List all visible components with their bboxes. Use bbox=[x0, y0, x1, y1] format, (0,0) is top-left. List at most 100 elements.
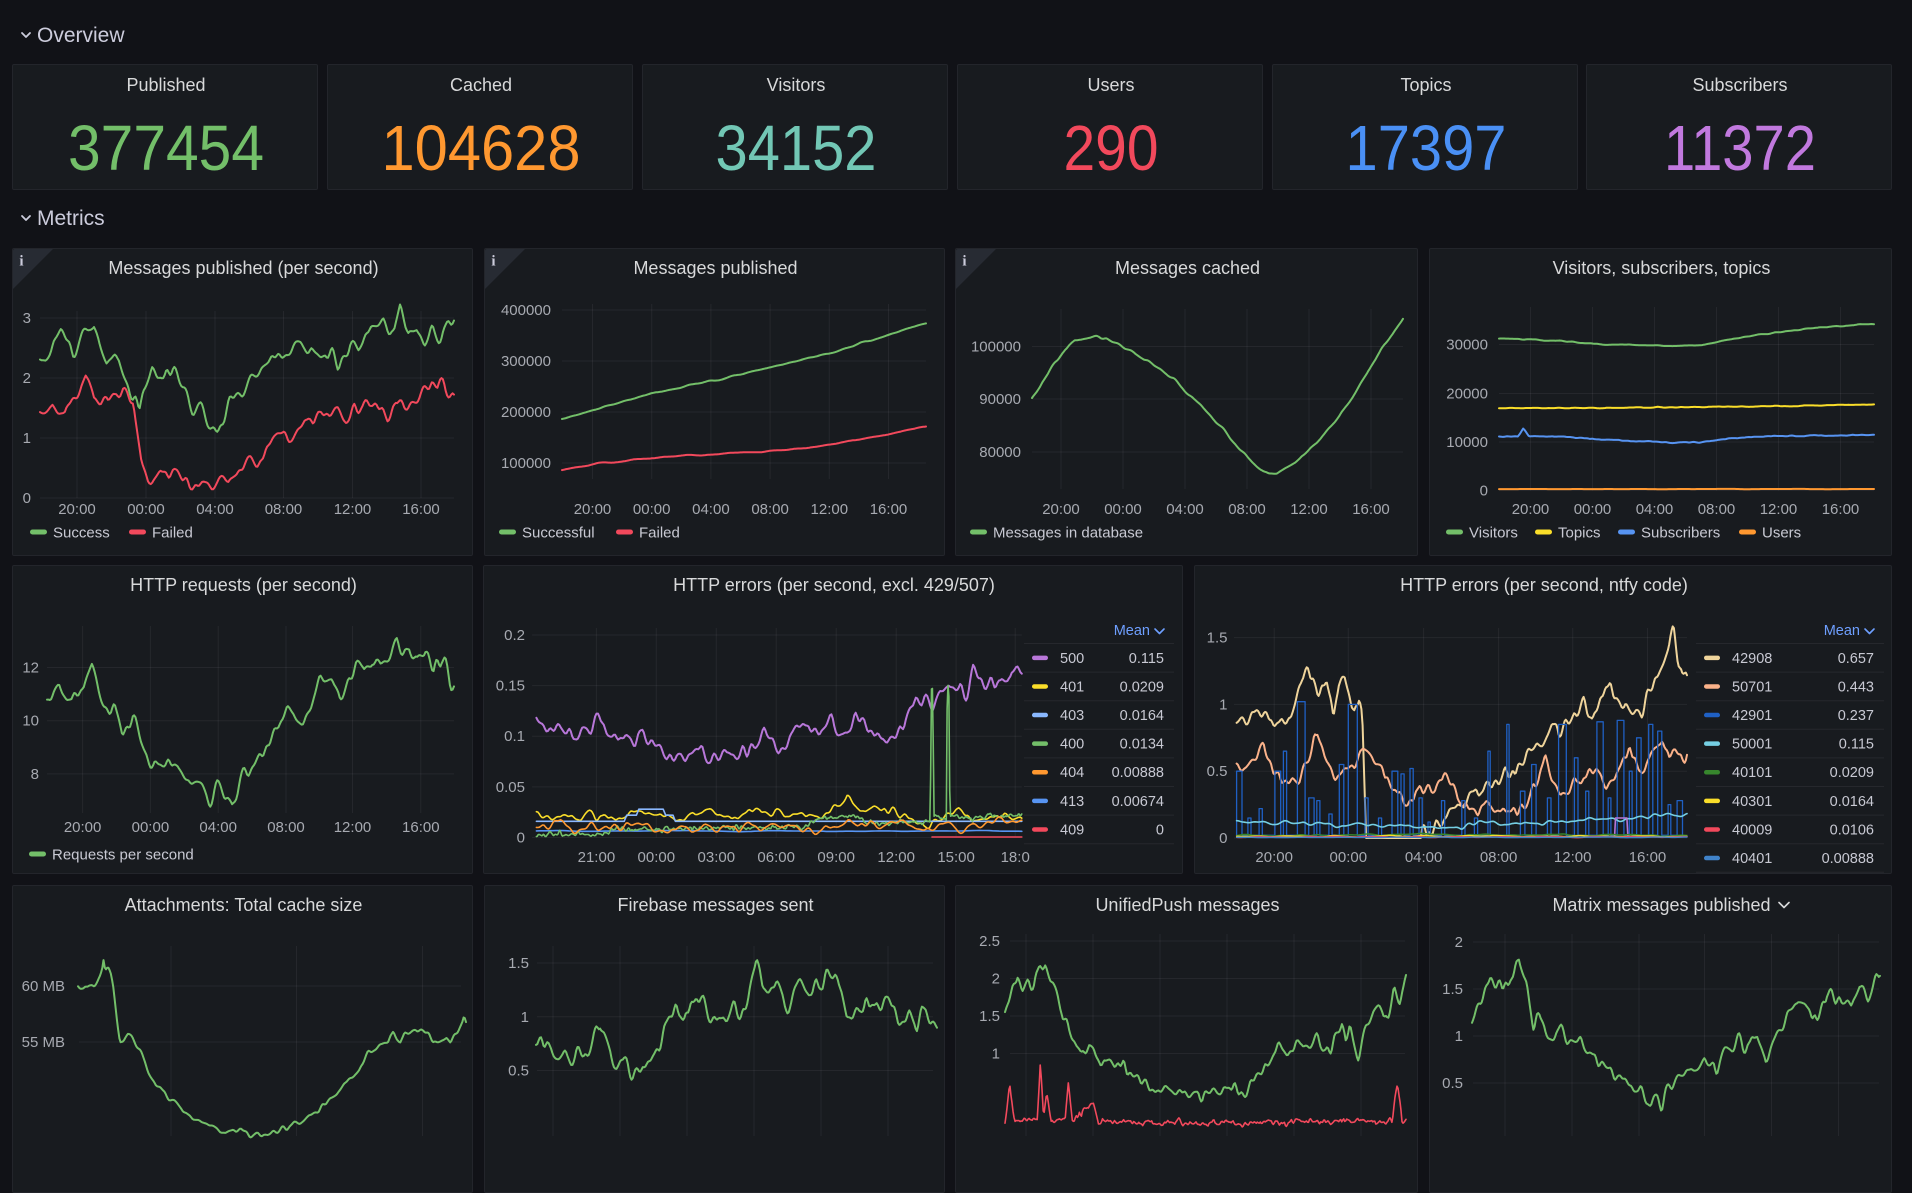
svg-text:HTTP errors (per second, excl.: HTTP errors (per second, excl. 429/507) bbox=[673, 575, 995, 595]
svg-text:80000: 80000 bbox=[979, 444, 1021, 461]
svg-text:UnifiedPush messages: UnifiedPush messages bbox=[1095, 895, 1279, 915]
svg-text:10000: 10000 bbox=[1446, 434, 1488, 451]
svg-text:300000: 300000 bbox=[501, 353, 551, 370]
svg-text:20000: 20000 bbox=[1446, 386, 1488, 403]
svg-text:0.443: 0.443 bbox=[1838, 679, 1874, 695]
svg-text:21:00: 21:00 bbox=[578, 849, 616, 866]
svg-text:413: 413 bbox=[1060, 794, 1084, 810]
svg-text:12:00: 12:00 bbox=[811, 501, 849, 518]
svg-text:0.5: 0.5 bbox=[1207, 763, 1228, 780]
svg-text:0: 0 bbox=[1156, 822, 1164, 838]
svg-text:Visitors: Visitors bbox=[1469, 525, 1518, 542]
svg-text:03:00: 03:00 bbox=[698, 849, 736, 866]
svg-text:0.0209: 0.0209 bbox=[1120, 679, 1164, 695]
svg-text:00:00: 00:00 bbox=[132, 819, 170, 836]
svg-text:16:00: 16:00 bbox=[1352, 501, 1390, 518]
svg-text:40009: 40009 bbox=[1732, 822, 1772, 838]
svg-text:377454: 377454 bbox=[68, 112, 264, 184]
svg-text:Messages published: Messages published bbox=[633, 258, 797, 278]
svg-text:0.237: 0.237 bbox=[1838, 708, 1874, 724]
svg-text:40401: 40401 bbox=[1732, 851, 1772, 867]
svg-text:Success: Success bbox=[53, 525, 110, 542]
svg-text:30000: 30000 bbox=[1446, 337, 1488, 354]
svg-text:0.05: 0.05 bbox=[496, 779, 525, 796]
svg-text:00:00: 00:00 bbox=[1330, 849, 1368, 866]
svg-text:Messages in database: Messages in database bbox=[993, 525, 1143, 542]
svg-text:04:00: 04:00 bbox=[692, 501, 730, 518]
svg-text:00:00: 00:00 bbox=[1574, 501, 1612, 518]
svg-text:500: 500 bbox=[1060, 651, 1084, 667]
svg-text:1: 1 bbox=[992, 1046, 1000, 1063]
svg-text:12:00: 12:00 bbox=[1290, 501, 1328, 518]
svg-text:1.5: 1.5 bbox=[1207, 630, 1228, 647]
svg-text:3: 3 bbox=[23, 310, 31, 327]
svg-text:0.115: 0.115 bbox=[1129, 651, 1164, 667]
svg-text:0: 0 bbox=[517, 830, 525, 847]
svg-text:1.5: 1.5 bbox=[979, 1008, 1000, 1025]
svg-text:Visitors, subscribers, topics: Visitors, subscribers, topics bbox=[1553, 258, 1771, 278]
svg-text:08:00: 08:00 bbox=[1698, 501, 1736, 518]
svg-text:Users: Users bbox=[1087, 75, 1134, 95]
svg-text:20:00: 20:00 bbox=[58, 501, 96, 518]
svg-text:12: 12 bbox=[22, 660, 39, 677]
svg-text:06:00: 06:00 bbox=[757, 849, 795, 866]
svg-text:0.657: 0.657 bbox=[1838, 651, 1874, 667]
svg-text:Attachments: Total cache size: Attachments: Total cache size bbox=[125, 895, 363, 915]
svg-text:0.0164: 0.0164 bbox=[1120, 708, 1164, 724]
svg-text:08:00: 08:00 bbox=[1480, 849, 1518, 866]
svg-text:0.15: 0.15 bbox=[496, 678, 525, 695]
svg-text:42908: 42908 bbox=[1732, 651, 1772, 667]
svg-text:i: i bbox=[491, 254, 495, 270]
svg-text:16:00: 16:00 bbox=[402, 501, 440, 518]
svg-text:400000: 400000 bbox=[501, 302, 551, 319]
svg-text:40101: 40101 bbox=[1732, 765, 1772, 781]
svg-text:0.00888: 0.00888 bbox=[1112, 765, 1164, 781]
svg-text:17397: 17397 bbox=[1346, 112, 1507, 184]
svg-text:08:00: 08:00 bbox=[267, 819, 305, 836]
svg-text:20:00: 20:00 bbox=[574, 501, 612, 518]
svg-text:0.0106: 0.0106 bbox=[1830, 822, 1874, 838]
svg-text:Successful: Successful bbox=[522, 525, 595, 542]
svg-text:0.00888: 0.00888 bbox=[1822, 851, 1874, 867]
svg-text:12:00: 12:00 bbox=[334, 501, 372, 518]
svg-text:290: 290 bbox=[1064, 112, 1159, 184]
svg-text:0.0209: 0.0209 bbox=[1830, 765, 1874, 781]
svg-text:400: 400 bbox=[1060, 737, 1084, 753]
svg-text:0: 0 bbox=[23, 490, 31, 507]
svg-text:1: 1 bbox=[1455, 1028, 1463, 1045]
svg-text:HTTP requests (per second): HTTP requests (per second) bbox=[130, 575, 357, 595]
svg-text:Topics: Topics bbox=[1400, 75, 1451, 95]
svg-text:401: 401 bbox=[1060, 679, 1084, 695]
svg-text:2: 2 bbox=[1455, 934, 1463, 951]
svg-text:0.2: 0.2 bbox=[504, 627, 525, 644]
svg-text:200000: 200000 bbox=[501, 404, 551, 421]
svg-text:34152: 34152 bbox=[716, 112, 877, 184]
svg-text:0: 0 bbox=[1219, 830, 1227, 847]
svg-text:0.0134: 0.0134 bbox=[1120, 737, 1164, 753]
svg-text:04:00: 04:00 bbox=[1166, 501, 1204, 518]
svg-text:08:00: 08:00 bbox=[265, 501, 303, 518]
svg-text:i: i bbox=[19, 254, 23, 270]
svg-text:Failed: Failed bbox=[152, 525, 193, 542]
svg-text:12:00: 12:00 bbox=[1760, 501, 1798, 518]
svg-text:20:00: 20:00 bbox=[1042, 501, 1080, 518]
svg-text:55 MB: 55 MB bbox=[22, 1034, 65, 1051]
svg-text:16:00: 16:00 bbox=[402, 819, 440, 836]
svg-text:20:00: 20:00 bbox=[1512, 501, 1550, 518]
svg-text:08:00: 08:00 bbox=[1228, 501, 1266, 518]
svg-text:HTTP errors (per second, ntfy: HTTP errors (per second, ntfy code) bbox=[1400, 575, 1688, 595]
svg-text:04:00: 04:00 bbox=[1405, 849, 1443, 866]
svg-text:1: 1 bbox=[23, 430, 31, 447]
svg-text:90000: 90000 bbox=[979, 391, 1021, 408]
svg-text:60 MB: 60 MB bbox=[22, 978, 65, 995]
svg-text:0.0164: 0.0164 bbox=[1830, 794, 1874, 810]
svg-text:00:00: 00:00 bbox=[127, 501, 165, 518]
svg-text:Failed: Failed bbox=[639, 525, 680, 542]
svg-text:18:0: 18:0 bbox=[1001, 849, 1030, 866]
svg-text:Mean: Mean bbox=[1114, 623, 1150, 639]
svg-text:12:00: 12:00 bbox=[334, 819, 372, 836]
svg-text:15:00: 15:00 bbox=[937, 849, 975, 866]
svg-text:12:00: 12:00 bbox=[1554, 849, 1592, 866]
svg-text:Firebase messages sent: Firebase messages sent bbox=[617, 895, 813, 915]
svg-text:404: 404 bbox=[1060, 765, 1084, 781]
